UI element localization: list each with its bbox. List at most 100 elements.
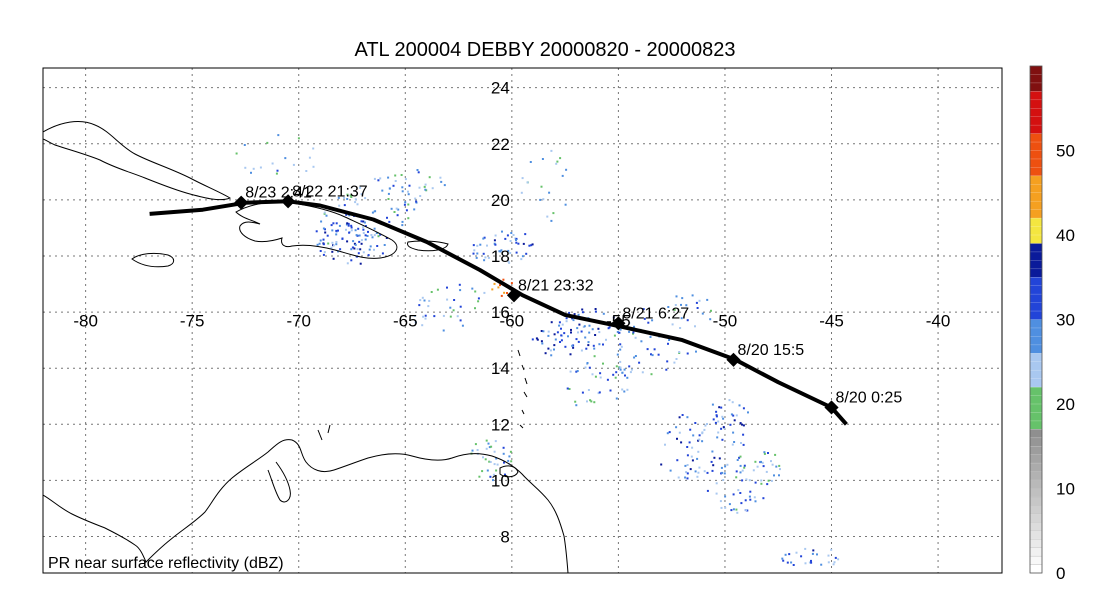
rain-pixel <box>483 236 486 239</box>
rain-pixel <box>587 389 590 391</box>
rain-pixel <box>319 250 322 252</box>
rain-pixel <box>315 230 318 233</box>
rain-pixel <box>719 500 722 503</box>
rain-pixel <box>713 456 716 459</box>
rain-pixel <box>394 180 397 182</box>
rain-pixel <box>685 304 688 307</box>
rain-pixel <box>712 464 715 467</box>
rain-pixel <box>634 336 637 339</box>
rain-pixel <box>729 423 732 426</box>
rain-pixel <box>576 370 579 372</box>
rain-pixel <box>737 489 740 492</box>
rain-pixel <box>675 295 678 298</box>
colorbar-step <box>1029 522 1043 531</box>
rain-pixel <box>494 243 497 246</box>
rain-pixel <box>507 459 510 462</box>
rain-pixel <box>732 493 735 496</box>
rain-pixel <box>292 163 295 166</box>
rain-pixel <box>808 561 811 564</box>
rain-pixel <box>345 213 348 216</box>
rain-pixel <box>671 323 674 326</box>
rain-pixel <box>712 418 715 421</box>
rain-pixel <box>561 174 564 177</box>
rain-pixel <box>556 160 559 163</box>
rain-pixel <box>354 243 357 246</box>
rain-pixel <box>760 482 763 485</box>
rain-pixel <box>350 229 353 232</box>
rain-pixel <box>703 428 706 431</box>
rain-pixel <box>323 212 326 215</box>
rain-pixel <box>484 458 487 461</box>
lat-tick-label: 12 <box>491 415 510 434</box>
rain-pixel <box>598 331 601 334</box>
rain-pixel <box>615 365 618 368</box>
rain-pixel <box>832 563 835 566</box>
lon-tick-label: -70 <box>286 312 311 331</box>
rain-pixel <box>718 457 721 460</box>
rain-pixel <box>500 294 503 297</box>
colorbar-step <box>1029 505 1043 514</box>
rain-pixel <box>362 228 365 231</box>
rain-pixel <box>364 234 367 237</box>
rain-pixel <box>612 373 615 376</box>
rain-pixel <box>597 327 600 330</box>
rain-pixel <box>324 231 327 234</box>
rain-pixel <box>762 465 765 468</box>
rain-pixel <box>761 461 764 464</box>
rain-pixel <box>473 249 476 252</box>
rain-pixel <box>482 456 484 459</box>
rain-pixel <box>381 252 384 255</box>
rain-pixel <box>547 347 550 350</box>
rain-pixel <box>735 476 738 479</box>
colorbar-step <box>1029 547 1043 557</box>
rain-pixel <box>318 242 321 245</box>
rain-pixel <box>472 244 475 247</box>
rain-pixel <box>606 378 609 381</box>
rain-pixel <box>804 547 807 550</box>
rain-pixel <box>506 292 508 294</box>
rain-pixel <box>459 289 462 292</box>
rain-pixel <box>553 348 555 351</box>
rain-pixel <box>775 465 778 468</box>
colorbar-step <box>1029 564 1043 574</box>
rain-pixel <box>332 257 335 260</box>
colorbar-band <box>1030 387 1042 430</box>
rain-pixel <box>360 220 363 223</box>
rain-pixel <box>668 339 671 341</box>
rain-pixel <box>715 410 718 413</box>
rain-pixel <box>305 170 308 172</box>
rain-pixel <box>559 157 562 160</box>
rain-pixel <box>422 315 425 318</box>
rain-pixel <box>741 423 743 426</box>
rain-pixel <box>550 354 553 357</box>
rain-pixel <box>347 224 350 227</box>
rain-pixel <box>419 195 422 197</box>
rain-pixel <box>760 460 762 463</box>
lon-tick-label: -50 <box>713 312 738 331</box>
rain-pixel <box>597 392 600 395</box>
lon-tick-label: -60 <box>500 312 525 331</box>
rain-pixel <box>275 172 278 175</box>
rain-pixel <box>642 308 645 311</box>
rain-pixel <box>497 286 500 289</box>
rain-pixel <box>686 472 689 475</box>
rain-pixel <box>643 317 646 320</box>
track-fix-label: 8/21 6:27 <box>622 305 689 322</box>
rain-pixel <box>475 256 478 259</box>
rain-pixel <box>541 158 544 160</box>
rain-pixel <box>489 475 492 478</box>
rain-pixel <box>694 470 697 473</box>
rain-pixel <box>326 234 329 237</box>
rain-pixel <box>349 194 352 197</box>
rain-pixel <box>680 441 683 444</box>
rain-pixel <box>754 481 757 484</box>
rain-pixel <box>621 388 624 391</box>
rain-pixel <box>386 216 388 219</box>
rain-pixel <box>724 495 727 498</box>
rain-pixel <box>235 152 238 155</box>
rain-pixel <box>510 460 513 463</box>
rain-pixel <box>413 208 416 211</box>
rain-pixel <box>720 406 723 409</box>
lat-tick-label: 24 <box>491 79 510 98</box>
rain-pixel <box>337 229 339 232</box>
